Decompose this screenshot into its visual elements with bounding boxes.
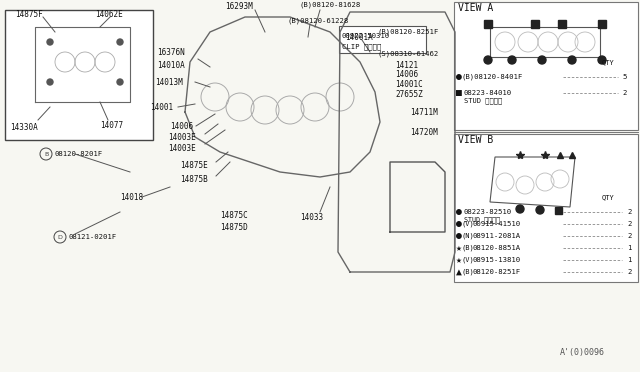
Text: 16293M: 16293M: [225, 1, 253, 10]
Text: 14003E: 14003E: [168, 132, 196, 141]
Text: 14001C: 14001C: [395, 80, 423, 89]
Text: 14003E: 14003E: [168, 144, 196, 153]
Text: 2: 2: [627, 221, 632, 227]
Text: STUD スタッド: STUD スタッド: [464, 217, 500, 223]
Text: 1: 1: [627, 245, 632, 251]
Text: 14006: 14006: [170, 122, 193, 131]
Text: 2: 2: [622, 90, 627, 96]
Text: (V): (V): [462, 257, 475, 263]
Circle shape: [117, 39, 123, 45]
Text: 14077: 14077: [100, 121, 123, 129]
Text: QTY: QTY: [602, 59, 615, 65]
Text: ★: ★: [456, 255, 462, 265]
Bar: [454, 2, 638, 130]
Text: 1: 1: [627, 257, 632, 263]
Text: 14875E: 14875E: [180, 160, 208, 170]
Text: A'(0)0096: A'(0)0096: [560, 347, 605, 356]
Text: ●: ●: [456, 231, 462, 241]
Text: 14013M: 14013M: [155, 77, 183, 87]
Text: 08120-8851A: 08120-8851A: [473, 245, 521, 251]
Text: STUD スタッド: STUD スタッド: [464, 98, 502, 104]
Text: 14875D: 14875D: [220, 222, 248, 231]
Bar: [484, 20, 492, 28]
Text: 14010A: 14010A: [157, 61, 185, 70]
Text: 00915-41510: 00915-41510: [473, 221, 521, 227]
Text: ●: ●: [456, 72, 462, 82]
Text: (B)08120-8251F: (B)08120-8251F: [378, 29, 439, 35]
FancyBboxPatch shape: [339, 26, 426, 53]
Text: VIEW A: VIEW A: [458, 3, 493, 13]
Circle shape: [47, 39, 53, 45]
Bar: [558, 20, 566, 28]
Text: 14062E: 14062E: [95, 10, 123, 19]
Circle shape: [516, 205, 524, 213]
Text: CLIP クリップ: CLIP クリップ: [342, 44, 381, 50]
Text: QTY: QTY: [602, 194, 615, 200]
Text: VIEW B: VIEW B: [458, 135, 493, 145]
Circle shape: [598, 56, 606, 64]
Text: 2: 2: [627, 209, 632, 215]
Circle shape: [536, 206, 544, 214]
Text: (B)08120-81628: (B)08120-81628: [300, 2, 361, 8]
Circle shape: [47, 79, 53, 85]
Text: (B): (B): [462, 245, 475, 251]
Text: ★: ★: [456, 243, 462, 253]
Text: (B)08120-8401F: (B)08120-8401F: [462, 74, 524, 80]
Text: 14711M: 14711M: [410, 108, 438, 116]
Text: 14033: 14033: [300, 212, 323, 221]
Text: 14875F: 14875F: [15, 10, 43, 19]
Bar: [454, 134, 638, 282]
Circle shape: [484, 56, 492, 64]
Text: (S)08310-61462: (S)08310-61462: [378, 51, 439, 57]
Text: 00922-50310: 00922-50310: [342, 33, 390, 39]
Text: 14001: 14001: [150, 103, 173, 112]
Text: (B)08120-61228: (B)08120-61228: [288, 18, 349, 24]
Text: (N): (N): [462, 233, 475, 239]
Text: 08915-13810: 08915-13810: [473, 257, 521, 263]
Bar: [555, 207, 562, 214]
Text: 14018: 14018: [120, 192, 143, 202]
Text: 14875B: 14875B: [180, 174, 208, 183]
Bar: [598, 20, 606, 28]
Text: 2: 2: [627, 269, 632, 275]
Text: ●: ●: [456, 219, 462, 229]
Text: 08223-82510: 08223-82510: [464, 209, 512, 215]
Text: 14330A: 14330A: [10, 122, 38, 131]
Text: 16376N: 16376N: [157, 48, 185, 57]
Text: 08121-0201F: 08121-0201F: [68, 234, 116, 240]
Text: 2: 2: [627, 233, 632, 239]
Circle shape: [117, 79, 123, 85]
Circle shape: [568, 56, 576, 64]
Text: 27655Z: 27655Z: [395, 90, 423, 99]
Text: ▲: ▲: [456, 267, 462, 277]
Text: 5: 5: [622, 74, 627, 80]
Text: 14121: 14121: [395, 61, 418, 70]
Text: 08911-2081A: 08911-2081A: [473, 233, 521, 239]
Text: 08120-8201F: 08120-8201F: [54, 151, 102, 157]
Bar: [531, 20, 539, 28]
Text: (V): (V): [462, 221, 475, 227]
Circle shape: [508, 56, 516, 64]
Text: 14720M: 14720M: [410, 128, 438, 137]
Text: ■: ■: [456, 88, 462, 98]
Text: 14875C: 14875C: [220, 211, 248, 219]
Text: ●: ●: [456, 207, 462, 217]
Circle shape: [538, 56, 546, 64]
Text: B: B: [44, 151, 48, 157]
Text: 14006: 14006: [395, 70, 418, 78]
Text: 14001A: 14001A: [345, 32, 372, 42]
Text: D: D: [58, 234, 63, 240]
Bar: [5, 10, 153, 140]
Text: 08223-84010: 08223-84010: [464, 90, 512, 96]
Text: (B): (B): [462, 269, 475, 275]
Text: 08120-8251F: 08120-8251F: [473, 269, 521, 275]
